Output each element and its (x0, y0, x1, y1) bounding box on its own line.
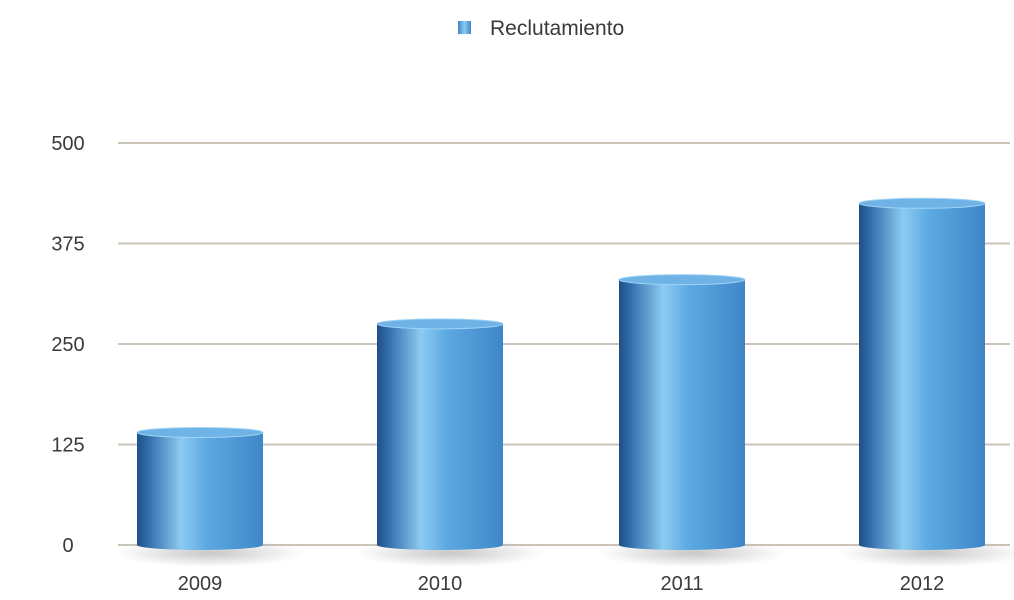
bar-body (859, 203, 985, 546)
bar-body (619, 279, 745, 545)
bar-base (137, 540, 263, 550)
bar (597, 274, 787, 567)
x-tick-label: 2011 (660, 573, 703, 595)
y-tick-label: 250 (51, 334, 84, 356)
bar (355, 318, 545, 567)
bar-top (376, 318, 504, 330)
bar-body (137, 432, 263, 545)
x-axis-labels: 2009 2010 2011 2012 (178, 573, 945, 595)
bar-base (859, 540, 985, 550)
bar (115, 426, 305, 567)
legend: Reclutamiento (458, 17, 624, 40)
bar-base (619, 540, 745, 550)
bar (837, 197, 1014, 567)
bar-top (858, 197, 986, 209)
bar-base (377, 540, 503, 550)
x-tick-label: 2010 (418, 573, 463, 595)
y-tick-label: 0 (62, 535, 73, 557)
x-tick-label: 2009 (178, 573, 223, 595)
bar-body (377, 323, 503, 545)
legend-swatch (458, 21, 471, 34)
y-tick-label: 375 (51, 234, 84, 256)
bar-top (618, 274, 746, 286)
y-axis-labels: 0 125 250 375 500 (51, 133, 84, 557)
y-tick-label: 125 (51, 435, 84, 457)
bars (115, 197, 1014, 567)
x-tick-label: 2012 (900, 573, 945, 595)
bar-top (136, 426, 264, 438)
y-tick-label: 500 (51, 133, 84, 155)
legend-label: Reclutamiento (490, 17, 624, 40)
